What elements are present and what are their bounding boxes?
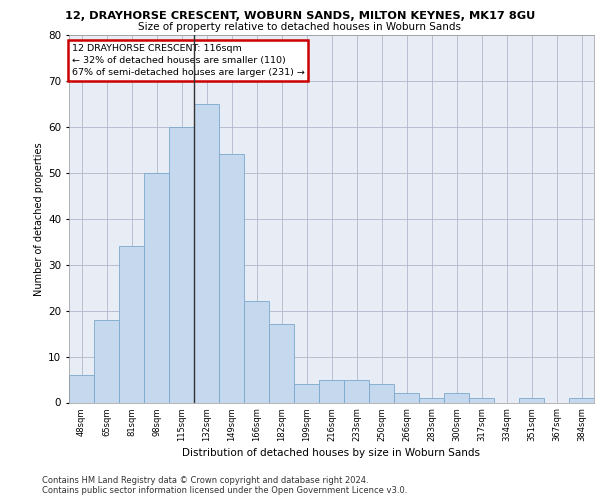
Bar	[144, 173, 169, 402]
Bar	[419, 398, 444, 402]
Bar	[219, 154, 244, 402]
Bar	[344, 380, 369, 402]
Text: Contains HM Land Registry data © Crown copyright and database right 2024.: Contains HM Land Registry data © Crown c…	[42, 476, 368, 485]
Bar	[169, 127, 194, 402]
Bar	[569, 398, 594, 402]
X-axis label: Distribution of detached houses by size in Woburn Sands: Distribution of detached houses by size …	[182, 448, 481, 458]
Text: 12 DRAYHORSE CRESCENT: 116sqm
← 32% of detached houses are smaller (110)
67% of : 12 DRAYHORSE CRESCENT: 116sqm ← 32% of d…	[71, 44, 305, 77]
Bar	[519, 398, 544, 402]
Bar	[269, 324, 294, 402]
Bar	[469, 398, 494, 402]
Bar	[69, 375, 94, 402]
Bar	[119, 246, 144, 402]
Y-axis label: Number of detached properties: Number of detached properties	[34, 142, 44, 296]
Bar	[394, 394, 419, 402]
Bar	[244, 302, 269, 402]
Bar	[294, 384, 319, 402]
Bar	[444, 394, 469, 402]
Bar	[319, 380, 344, 402]
Text: Size of property relative to detached houses in Woburn Sands: Size of property relative to detached ho…	[139, 22, 461, 32]
Bar	[194, 104, 219, 403]
Bar	[94, 320, 119, 402]
Text: 12, DRAYHORSE CRESCENT, WOBURN SANDS, MILTON KEYNES, MK17 8GU: 12, DRAYHORSE CRESCENT, WOBURN SANDS, MI…	[65, 11, 535, 21]
Bar	[369, 384, 394, 402]
Text: Contains public sector information licensed under the Open Government Licence v3: Contains public sector information licen…	[42, 486, 407, 495]
